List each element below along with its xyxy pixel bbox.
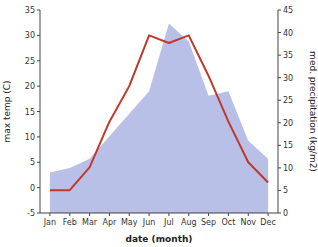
x-tick-label: Jun — [142, 218, 156, 227]
y2-tick — [278, 190, 281, 191]
y2-tick — [278, 55, 281, 56]
y-tick-label: 5 — [30, 158, 35, 167]
x-tick — [49, 213, 50, 216]
y-tick-label: 15 — [25, 108, 35, 117]
y-tick-label: 20 — [25, 82, 35, 91]
x-tick-label: Nov — [240, 218, 256, 227]
y2-tick — [278, 167, 281, 168]
x-tick — [89, 213, 90, 216]
y2-axis-line — [278, 10, 279, 213]
y-tick — [37, 35, 40, 36]
x-tick-label: Jul — [163, 218, 174, 227]
x-tick — [109, 213, 110, 216]
x-tick — [248, 213, 249, 216]
x-tick-label: Sep — [201, 218, 216, 227]
x-tick-label: Oct — [221, 218, 235, 227]
y2-tick — [278, 77, 281, 78]
y2-axis-label: med. precipitation (kg/m2) — [308, 51, 318, 172]
y2-tick — [278, 10, 281, 11]
y2-tick — [278, 100, 281, 101]
y2-tick-label: 30 — [283, 74, 293, 83]
plot-area — [50, 24, 268, 213]
x-tick — [228, 213, 229, 216]
y-tick-label: 0 — [30, 184, 35, 193]
x-tick — [268, 213, 269, 216]
y2-tick-label: 10 — [283, 164, 293, 173]
x-tick-label: Feb — [63, 218, 77, 227]
x-tick-label: Aug — [181, 218, 197, 227]
y-tick — [37, 213, 40, 214]
y-tick — [37, 86, 40, 87]
y2-tick-label: 25 — [283, 96, 293, 105]
y2-tick-label: 20 — [283, 119, 293, 128]
x-axis-label: date (month) — [126, 234, 193, 244]
y-tick-label: 35 — [25, 6, 35, 15]
y-tick-label: 25 — [25, 57, 35, 66]
y-tick — [37, 111, 40, 112]
y-tick-label: 30 — [25, 31, 35, 40]
precip-area — [50, 24, 268, 213]
y-tick-label: -5 — [27, 209, 35, 218]
x-tick-label: May — [121, 218, 138, 227]
chart: -5 0 5 10 15 20 25 30 35 0 5 10 15 20 25 30 35 40 45 Jan Feb… — [0, 0, 318, 247]
y2-tick — [278, 32, 281, 33]
y-tick — [37, 187, 40, 188]
y2-tick — [278, 213, 281, 214]
temp-line — [50, 35, 268, 190]
y-tick-label: 10 — [25, 133, 35, 142]
y2-tick-label: 45 — [283, 6, 293, 15]
x-tick — [69, 213, 70, 216]
x-tick-label: Dec — [260, 218, 275, 227]
y2-tick-label: 15 — [283, 141, 293, 150]
y2-tick-label: 5 — [283, 186, 288, 195]
x-tick — [188, 213, 189, 216]
x-tick-label: Apr — [102, 218, 117, 227]
y-tick — [37, 60, 40, 61]
y-tick — [37, 136, 40, 137]
x-tick — [129, 213, 130, 216]
y2-tick-label: 35 — [283, 51, 293, 60]
y-tick — [37, 162, 40, 163]
y-axis-label: max temp (C) — [2, 80, 12, 142]
x-tick-label: Jan — [43, 218, 56, 227]
x-tick — [149, 213, 150, 216]
y-tick — [37, 10, 40, 11]
x-tick-label: Mar — [82, 218, 98, 227]
y2-tick — [278, 122, 281, 123]
y2-tick-label: 0 — [283, 209, 288, 218]
y2-tick-label: 40 — [283, 29, 293, 38]
x-tick — [168, 213, 169, 216]
x-tick — [208, 213, 209, 216]
y2-tick — [278, 145, 281, 146]
x-axis-line — [40, 213, 278, 214]
